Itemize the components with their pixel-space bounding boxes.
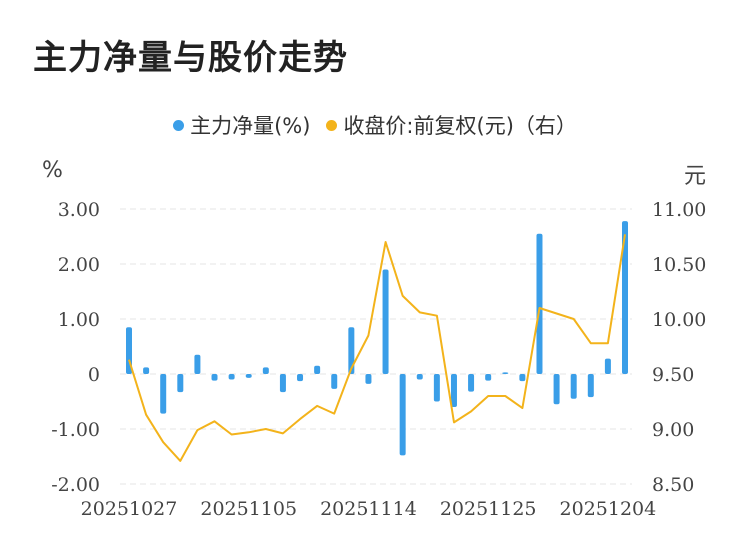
bar-mark <box>160 374 167 414</box>
bar-mark <box>348 327 355 374</box>
bar-mark <box>297 374 304 382</box>
bar-mark <box>211 374 218 381</box>
y-right-tick-label: 11.00 <box>652 199 706 221</box>
bar-mark <box>468 374 475 392</box>
x-tick-label: 20251027 <box>81 498 178 520</box>
y-right-tick-label: 10.00 <box>652 309 706 331</box>
bar-mark <box>553 374 560 405</box>
bar-mark <box>519 374 526 382</box>
bar-mark <box>262 367 269 374</box>
bar-mark <box>622 221 628 374</box>
y-right-tick-label: 8.50 <box>652 474 694 496</box>
left-axis-unit: % <box>42 158 63 183</box>
bar-mark <box>502 372 509 374</box>
bar-mark <box>399 374 406 456</box>
y-right-tick-label: 9.00 <box>652 419 694 441</box>
y-right-tick-label: 9.50 <box>652 364 694 386</box>
bar-mark <box>245 374 252 378</box>
legend-dot-blue-icon <box>173 119 185 131</box>
y-left-tick-label: -1.00 <box>51 419 100 441</box>
bar-mark <box>587 374 594 398</box>
chart-title: 主力净量与股价走势 <box>33 38 348 78</box>
y-left-tick-label: 1.00 <box>58 309 100 331</box>
bar-mark <box>279 374 286 393</box>
legend-item-net-flow[interactable]: 主力净量(%) <box>173 110 310 140</box>
right-axis-unit: 元 <box>684 164 707 189</box>
legend-label-close-price: 收盘价:前复权(元)（右） <box>343 114 577 138</box>
bar-mark <box>485 374 492 381</box>
legend-label-net-flow: 主力净量(%) <box>190 114 311 138</box>
x-tick-label: 20251204 <box>560 498 657 520</box>
bar-mark <box>382 269 389 374</box>
bar-mark <box>177 374 184 393</box>
bar-mark <box>331 374 338 389</box>
bar-mark <box>194 354 201 374</box>
bar-mark <box>433 374 440 402</box>
y-left-tick-label: 2.00 <box>58 254 100 276</box>
bar-mark <box>416 374 423 380</box>
bar-mark <box>143 367 150 374</box>
bar-mark <box>314 365 321 374</box>
bar-mark <box>365 374 372 384</box>
y-left-tick-label: 0 <box>88 364 100 386</box>
bar-mark <box>450 374 457 407</box>
price-line <box>128 234 626 462</box>
x-tick-label: 20251105 <box>200 498 297 520</box>
y-right-tick-label: 10.50 <box>652 254 706 276</box>
legend-dot-yellow-icon <box>326 119 338 131</box>
x-tick-label: 20251114 <box>320 498 417 520</box>
y-left-tick-label: -2.00 <box>51 474 100 496</box>
bar-mark <box>536 233 543 374</box>
y-left-tick-label: 3.00 <box>58 199 100 221</box>
legend: 主力净量(%) 收盘价:前复权(元)（右） <box>0 110 750 140</box>
bar-mark <box>604 358 611 374</box>
legend-item-close-price[interactable]: 收盘价:前复权(元)（右） <box>326 110 577 140</box>
bar-mark <box>570 374 577 399</box>
x-tick-label: 20251125 <box>440 498 537 520</box>
bar-mark <box>228 374 235 380</box>
